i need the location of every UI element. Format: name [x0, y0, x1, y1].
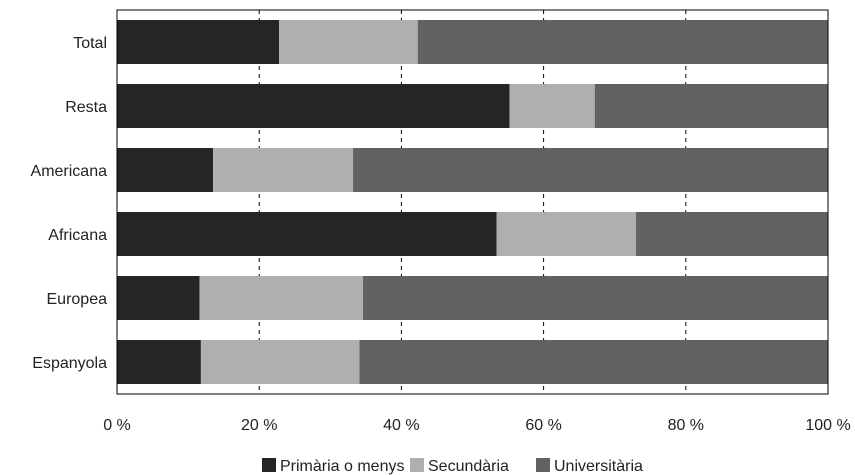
bar-resta-primaria-o-menys: [117, 84, 510, 128]
legend-swatch-primaria-o-menys: [262, 458, 276, 472]
category-labels: Total Resta Americana Africana Europea Espany…: [31, 35, 108, 372]
bar-africana-primaria-o-menys: [117, 212, 497, 256]
bar-europea-primaria-o-menys: [117, 276, 200, 320]
legend-label-secundaria: Secundària: [428, 458, 509, 475]
bar-africana-universitaria: [636, 212, 828, 256]
bar-americana-secundaria: [212, 148, 354, 192]
x-tick-label: 0 %: [103, 417, 131, 434]
bars: [117, 20, 828, 384]
category-label-espanyola: Espanyola: [32, 355, 107, 372]
bar-total-secundaria: [279, 20, 418, 64]
bar-americana-primaria-o-menys: [117, 148, 213, 192]
x-tick-label: 100 %: [805, 417, 850, 434]
bar-total-universitaria: [417, 20, 828, 64]
legend-label-primaria-o-menys: Primària o menys: [280, 458, 404, 475]
category-label-resta: Resta: [65, 99, 107, 116]
x-tick-label: 20 %: [241, 417, 277, 434]
bar-resta-secundaria: [509, 84, 595, 128]
x-tick-label: 40 %: [383, 417, 419, 434]
legend-swatch-universitaria: [536, 458, 550, 472]
bar-espanyola-secundaria: [200, 340, 360, 384]
category-label-africana: Africana: [48, 227, 107, 244]
bar-espanyola-universitaria: [359, 340, 828, 384]
category-label-total: Total: [73, 35, 107, 52]
bar-africana-secundaria: [496, 212, 637, 256]
category-label-europea: Europea: [47, 291, 108, 308]
plot-frame: [116, 9, 829, 395]
bar-europea-secundaria: [199, 276, 364, 320]
legend-label-universitaria: Universitària: [554, 458, 643, 475]
x-tick-label: 80 %: [668, 417, 704, 434]
legend: Primària o menys Secundària Universitària: [262, 458, 643, 475]
legend-swatch-secundaria: [410, 458, 424, 472]
grid-lines: [258, 10, 687, 394]
bar-espanyola-primaria-o-menys: [117, 340, 201, 384]
bar-europea-universitaria: [363, 276, 828, 320]
category-label-americana: Americana: [31, 163, 108, 180]
x-axis-tick-labels: 0 % 20 % 40 % 60 % 80 % 100 %: [103, 417, 850, 434]
bar-resta-universitaria: [594, 84, 828, 128]
bar-americana-universitaria: [353, 148, 828, 192]
x-tick-label: 60 %: [525, 417, 561, 434]
bar-total-primaria-o-menys: [117, 20, 280, 64]
